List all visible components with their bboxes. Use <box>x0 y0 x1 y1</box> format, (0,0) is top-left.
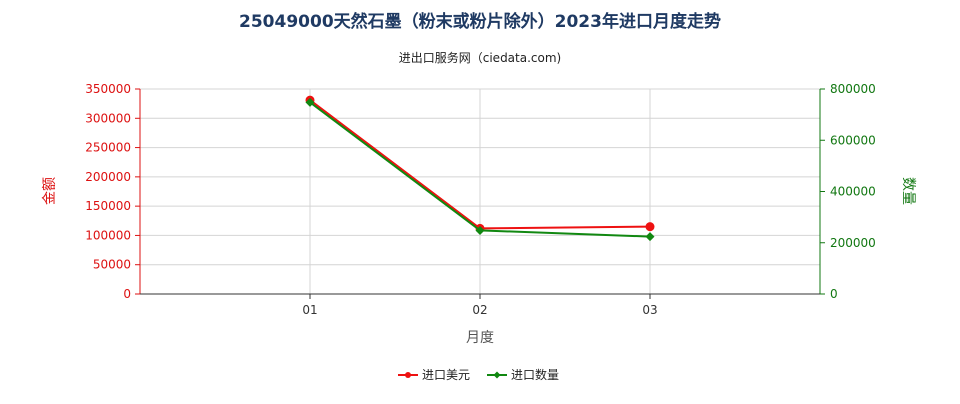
y-right-tick-label: 200000 <box>830 236 876 250</box>
y-right-tick-label: 600000 <box>830 133 876 147</box>
x-tick-label: 03 <box>642 303 657 317</box>
series-point <box>475 225 485 235</box>
y-right-tick-label: 0 <box>830 287 838 301</box>
series-point <box>645 222 655 232</box>
legend-label: 进口美元 <box>422 368 470 382</box>
y-right-axis-label: 数量 <box>900 177 916 205</box>
legend-swatch-marker <box>405 372 411 378</box>
series-point <box>645 232 655 242</box>
y-left-axis-label: 金额 <box>42 177 58 205</box>
grid <box>140 88 820 294</box>
y-left-tick-label: 300000 <box>85 111 131 125</box>
y-left-tick-label: 150000 <box>85 199 131 213</box>
series-layer <box>305 95 655 242</box>
y-right-tick-label: 400000 <box>830 185 876 199</box>
y-left-tick-label: 250000 <box>85 141 131 155</box>
axes: 0 50000 100000 150000 200000 250000 300000 3500… <box>85 82 876 317</box>
chart-title: 25049000天然石墨（粉末或粉片除外）2023年进口月度走势 <box>239 11 721 32</box>
y-left-tick-label: 0 <box>123 287 131 301</box>
y-left-tick-label: 350000 <box>85 82 131 96</box>
y-left-tick-label: 50000 <box>93 258 131 272</box>
chart-subtitle: 进出口服务网（ciedata.com) <box>399 50 561 65</box>
x-tick-label: 02 <box>472 303 487 317</box>
y-right-tick-label: 800000 <box>830 82 876 96</box>
series-point <box>305 97 315 107</box>
x-axis-label: 月度 <box>466 330 494 346</box>
y-left-tick-label: 100000 <box>85 228 131 242</box>
legend-label: 进口数量 <box>511 367 559 382</box>
x-tick-label: 01 <box>302 303 317 317</box>
legend: 进口美元 进口数量 <box>398 367 559 382</box>
y-left-tick-label: 200000 <box>85 170 131 184</box>
legend-swatch-marker <box>493 371 501 379</box>
